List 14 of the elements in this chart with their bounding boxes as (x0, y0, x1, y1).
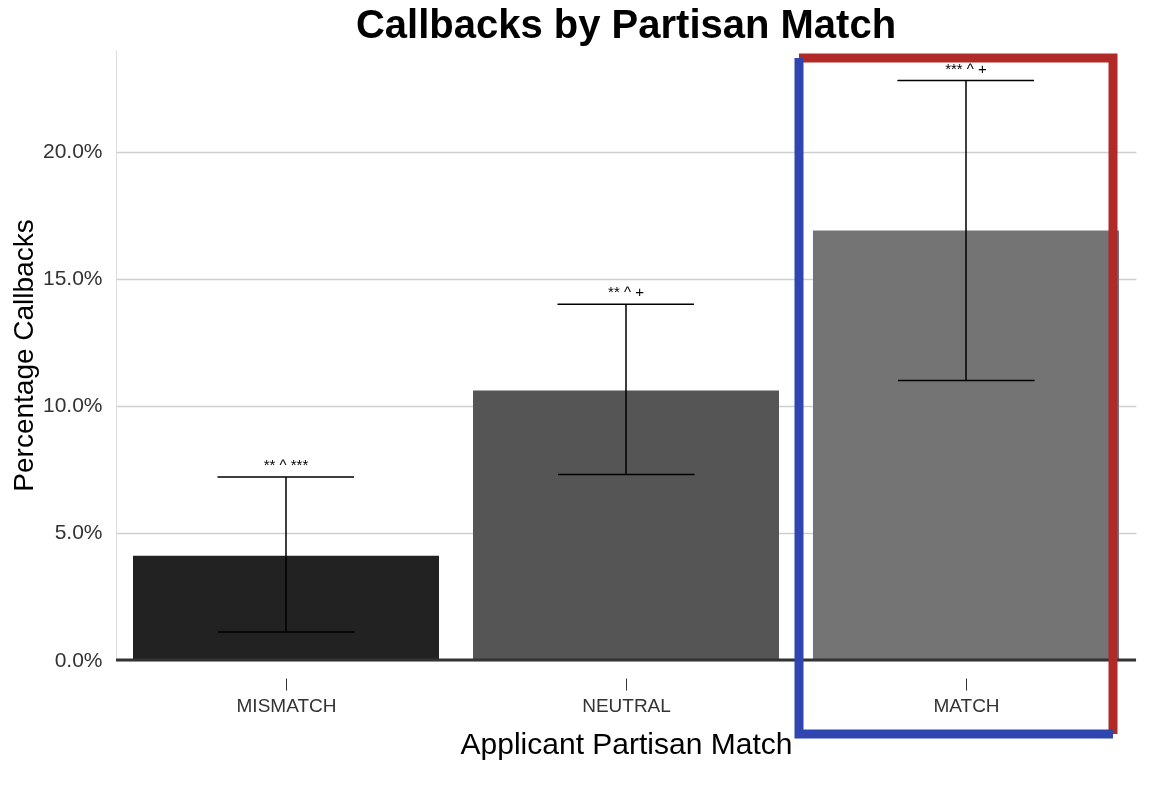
x-axis-title: Applicant Partisan Match (460, 726, 793, 760)
y-tick-label: 0.0% (54, 647, 103, 671)
x-tick-label: NEUTRAL (582, 694, 671, 716)
y-tick-label: 20.0% (42, 139, 103, 163)
annotation: *** ^ + (945, 59, 988, 77)
x-tick-label: MISMATCH (236, 694, 337, 716)
annotation: ** ^ + (608, 283, 645, 301)
x-tick-label: MATCH (933, 694, 1000, 716)
chart-title: Callbacks by Partisan Match (355, 2, 897, 46)
y-tick-label: 15.0% (42, 266, 103, 290)
y-axis-title: Percentage Callbacks (7, 219, 39, 492)
y-tick-label: 10.0% (42, 393, 103, 417)
y-tick-label: 5.0% (54, 520, 103, 544)
annotation: ** ^ *** (263, 456, 309, 473)
